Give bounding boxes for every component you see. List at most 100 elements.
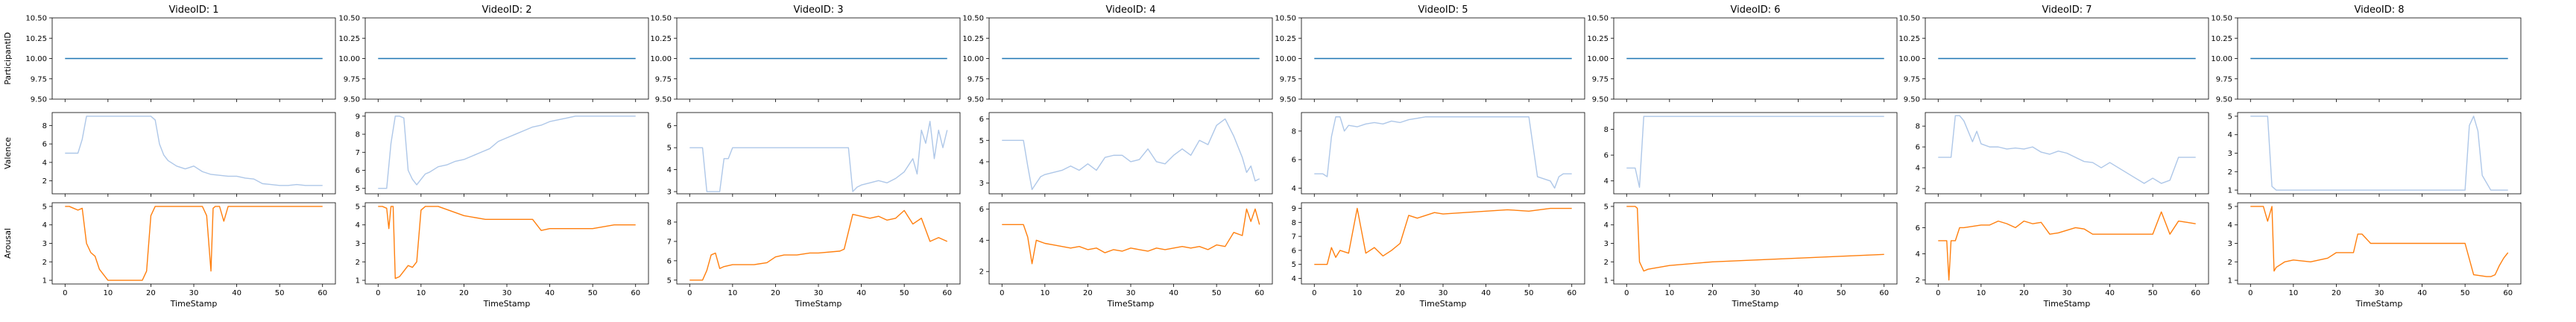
valence-series-line — [378, 116, 636, 189]
y-tick-label: 2 — [1916, 277, 1920, 285]
panel-title: VideoID: 7 — [2042, 4, 2092, 16]
y-tick-label: 4 — [1292, 275, 1296, 283]
axes-frame — [1301, 112, 1585, 195]
panel-title: VideoID: 5 — [1418, 4, 1468, 16]
x-axis-title: TimeStamp — [2355, 299, 2403, 309]
y-tick-label: 6 — [667, 122, 672, 130]
y-tick-label: 10.50 — [338, 15, 360, 23]
x-tick-label: 10 — [1040, 289, 1049, 297]
y-tick-label: 4 — [1292, 185, 1296, 193]
y-tick-label: 10.00 — [338, 55, 360, 63]
valence-series-line — [1626, 116, 1884, 189]
y-tick-label: 10.25 — [2211, 35, 2232, 43]
valence-series-line — [1314, 116, 1572, 189]
y-tick-label: 6 — [1916, 224, 1920, 233]
arousal-series-line — [65, 206, 323, 281]
y-tick-label: 2 — [979, 268, 984, 277]
x-tick-label: 0 — [1000, 289, 1004, 297]
panel-title: VideoID: 6 — [1730, 4, 1780, 16]
y-tick-label: 1 — [1604, 277, 1609, 285]
x-axis-title: TimeStamp — [1419, 299, 1467, 309]
x-tick-label: 60 — [1879, 289, 1889, 297]
y-tick-label: 9.75 — [1280, 75, 1296, 83]
y-tick-label: 6 — [979, 206, 984, 214]
y-tick-label: 6 — [1604, 152, 1609, 160]
valence-series-line — [1002, 118, 1260, 190]
x-tick-label: 10 — [1664, 289, 1674, 297]
y-tick-label: 5 — [979, 137, 984, 145]
y-tick-label: 9.50 — [31, 96, 47, 104]
x-axis-title: TimeStamp — [483, 299, 531, 309]
y-tick-label: 10.25 — [338, 35, 360, 43]
y-tick-label: 3 — [42, 240, 47, 248]
x-tick-label: 50 — [2460, 289, 2470, 297]
y-tick-label: 10.00 — [962, 55, 984, 63]
x-tick-label: 30 — [2062, 289, 2072, 297]
x-tick-label: 10 — [416, 289, 426, 297]
y-tick-label: 10.25 — [1898, 35, 1920, 43]
y-tick-label: 9.50 — [1904, 96, 1920, 104]
y-tick-label: 10.00 — [650, 55, 672, 63]
y-tick-label: 10.50 — [1898, 15, 1920, 23]
y-tick-label: 5 — [356, 185, 360, 193]
x-tick-label: 50 — [1212, 289, 1222, 297]
y-tick-label: 3 — [1604, 240, 1609, 248]
y-tick-label: 8 — [667, 218, 672, 227]
y-tick-label: 6 — [356, 167, 360, 175]
arousal-series-line — [689, 209, 948, 281]
x-tick-label: 20 — [1395, 289, 1405, 297]
axes-frame — [988, 202, 1273, 285]
arousal-series-line — [1626, 206, 1884, 272]
x-tick-label: 40 — [856, 289, 866, 297]
y-tick-label: 10.50 — [25, 15, 47, 23]
valence-series-line — [1938, 115, 2196, 184]
y-tick-label: 10.00 — [1275, 55, 1296, 63]
y-tick-label: 10.00 — [25, 55, 47, 63]
y-tick-label: 9.75 — [967, 75, 984, 83]
x-tick-label: 20 — [771, 289, 780, 297]
y-axis-title: Valence — [3, 137, 13, 169]
axes-frame — [1925, 202, 2209, 285]
y-tick-label: 10.25 — [962, 35, 984, 43]
y-tick-label: 7 — [356, 149, 360, 157]
x-tick-label: 20 — [146, 289, 156, 297]
x-tick-label: 20 — [2332, 289, 2341, 297]
y-tick-label: 9.75 — [655, 75, 672, 83]
x-axis-title: TimeStamp — [795, 299, 842, 309]
x-tick-label: 60 — [631, 289, 640, 297]
x-tick-label: 60 — [2191, 289, 2200, 297]
y-tick-label: 10.50 — [1275, 15, 1296, 23]
y-tick-label: 2 — [42, 259, 47, 267]
arousal-series-line — [378, 206, 636, 280]
y-tick-label: 10.50 — [650, 15, 672, 23]
y-tick-label: 9.50 — [344, 96, 360, 104]
x-tick-label: 40 — [545, 289, 555, 297]
x-tick-label: 0 — [2248, 289, 2253, 297]
x-tick-label: 10 — [727, 289, 737, 297]
axes-frame — [676, 202, 961, 285]
y-tick-label: 10.00 — [1898, 55, 1920, 63]
x-tick-label: 30 — [1751, 289, 1761, 297]
y-tick-label: 5 — [2228, 113, 2232, 121]
y-tick-label: 6 — [1916, 144, 1920, 152]
x-tick-label: 40 — [2105, 289, 2115, 297]
y-tick-label: 9.75 — [344, 75, 360, 83]
x-tick-label: 30 — [814, 289, 824, 297]
y-tick-label: 9 — [1292, 205, 1296, 213]
y-tick-label: 9.50 — [1280, 96, 1296, 104]
y-tick-label: 3 — [667, 189, 672, 197]
y-tick-label: 4 — [356, 221, 360, 230]
y-tick-label: 5 — [1604, 203, 1609, 211]
x-tick-label: 0 — [687, 289, 692, 297]
y-tick-label: 1 — [2228, 187, 2232, 195]
x-tick-label: 0 — [376, 289, 380, 297]
x-tick-label: 60 — [1254, 289, 1264, 297]
x-tick-label: 60 — [1567, 289, 1576, 297]
panel-title: VideoID: 3 — [793, 4, 843, 16]
y-tick-label: 8 — [42, 122, 47, 130]
x-tick-label: 10 — [103, 289, 113, 297]
axes-frame — [364, 112, 649, 195]
x-tick-label: 60 — [2503, 289, 2513, 297]
axes-frame — [2237, 112, 2522, 195]
